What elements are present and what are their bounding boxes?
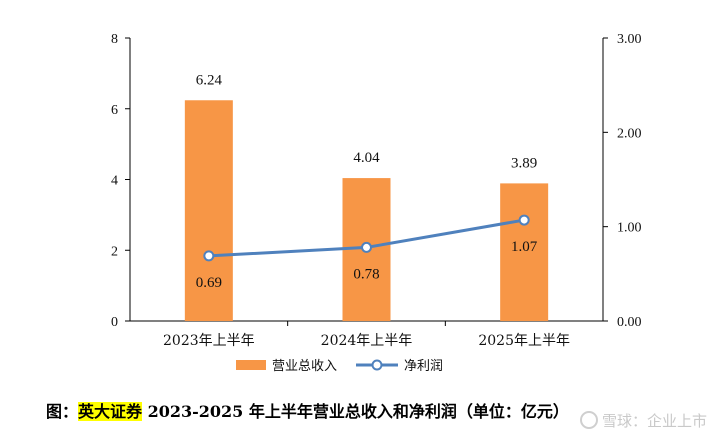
line-value-label: 0.69 — [196, 275, 222, 291]
chart: 0 2 4 6 8 0.00 1.00 2.00 3.00 2023年上半年 2024年上半年 202… — [111, 32, 642, 374]
right-tick-label: 1.00 — [617, 221, 642, 236]
legend-swatch-bar — [236, 360, 266, 370]
line-value-label: 0.78 — [353, 266, 379, 282]
right-tick-label: 0.00 — [617, 315, 642, 330]
right-tick-label: 3.00 — [617, 32, 642, 47]
legend-label-profit: 净利润 — [404, 359, 443, 374]
bar — [500, 183, 549, 321]
line-value-label: 1.07 — [511, 239, 538, 255]
bar-value-label: 3.89 — [511, 155, 537, 171]
left-tick-label: 6 — [111, 103, 118, 118]
figure-caption: 图：英大证券 2023-2025 年上半年营业总收入和净利润（单位：亿元） — [46, 398, 569, 422]
data-labels: 6.24 4.04 3.89 0.69 0.78 1.07 — [196, 72, 538, 291]
x-tick-label: 2023年上半年 — [163, 333, 255, 349]
bar — [184, 100, 233, 321]
watermark-text: 雪球：企业上市 — [601, 412, 707, 430]
caption-text: 2023-2025 年上半年营业总收入和净利润（单位：亿元） — [142, 402, 569, 421]
line-point — [361, 241, 372, 253]
caption-highlight: 英大证券 — [78, 402, 143, 421]
left-tick-label: 8 — [111, 32, 118, 47]
legend-swatch-marker — [371, 359, 383, 371]
snowball-logo-icon — [579, 411, 598, 429]
chart-axes: 0 2 4 6 8 0.00 1.00 2.00 3.00 2023年上半年 2024年上半年 202… — [111, 32, 642, 349]
legend-label-revenue: 营业总收入 — [272, 359, 337, 374]
bar-value-label: 4.04 — [353, 150, 380, 166]
legend: 营业总收入 净利润 — [236, 359, 443, 374]
right-tick-label: 2.00 — [617, 126, 642, 141]
bar-value-label: 6.24 — [196, 72, 223, 88]
watermark: 雪球：企业上市 — [579, 410, 707, 431]
x-tick-label: 2024年上半年 — [321, 333, 413, 349]
caption-prefix: 图： — [46, 402, 79, 421]
left-tick-label: 2 — [111, 244, 118, 259]
left-tick-label: 4 — [111, 174, 118, 189]
bar-series — [184, 100, 549, 321]
line-series — [203, 214, 530, 262]
x-tick-label: 2025年上半年 — [478, 333, 570, 349]
left-tick-label: 0 — [111, 315, 118, 330]
line-point — [203, 250, 215, 262]
line-point — [518, 214, 530, 226]
